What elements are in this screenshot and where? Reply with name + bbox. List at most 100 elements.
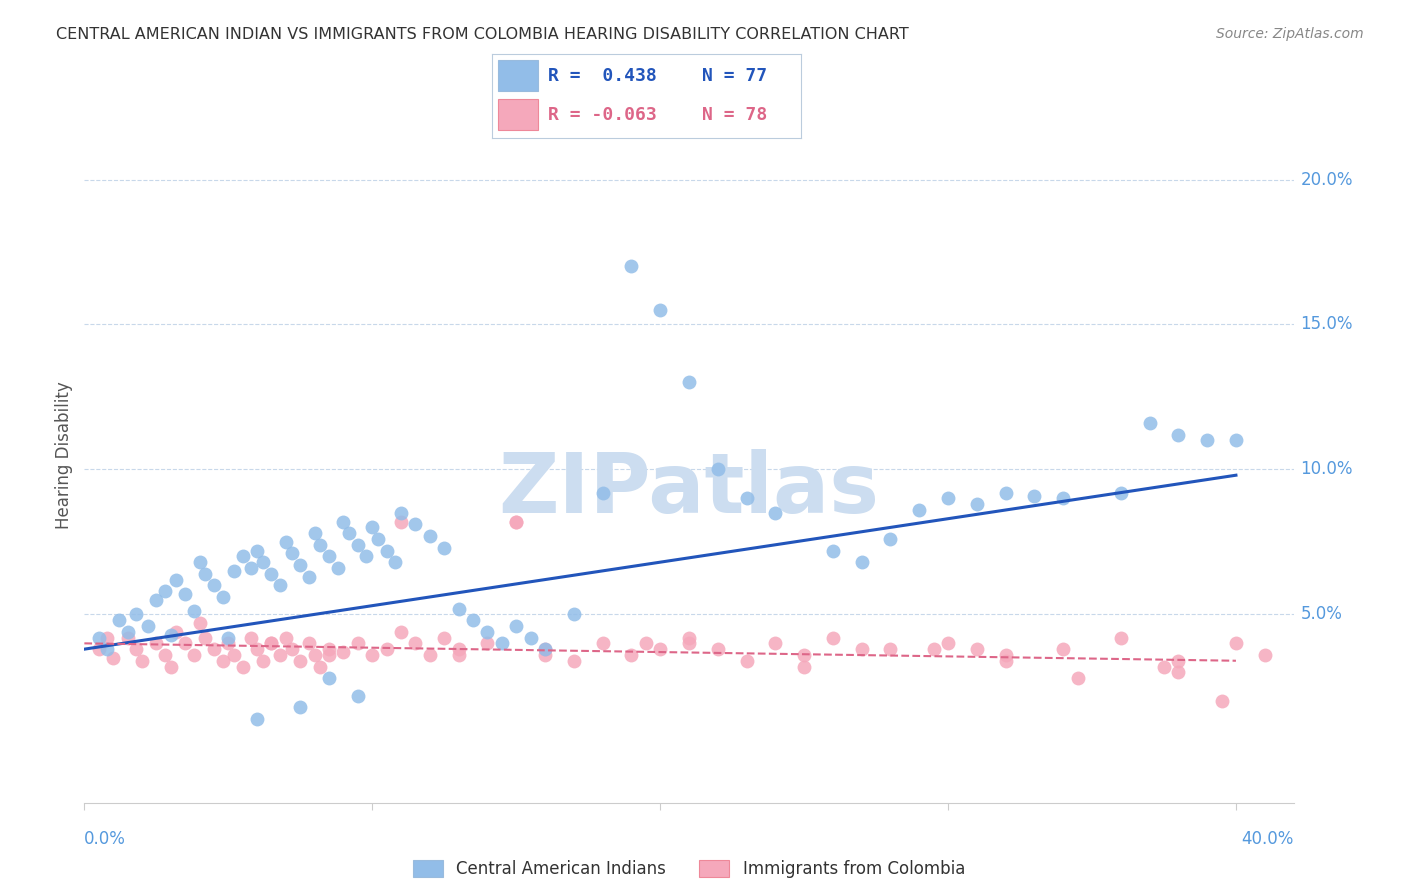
Point [101, 651, 124, 665]
Point [592, 485, 614, 500]
Point [650, 303, 672, 318]
Point [793, 659, 815, 673]
Point [419, 648, 441, 662]
Point [332, 515, 354, 529]
Point [309, 538, 332, 552]
Point [188, 555, 211, 569]
Point [274, 534, 297, 549]
Point [851, 555, 873, 569]
Point [793, 648, 815, 662]
Text: N = 78: N = 78 [703, 105, 768, 123]
Text: 5.0%: 5.0% [1301, 606, 1343, 624]
Point [159, 628, 181, 642]
Point [534, 642, 557, 657]
Point [419, 529, 441, 543]
Point [222, 648, 245, 662]
Point [966, 642, 988, 657]
Point [634, 636, 657, 650]
Point [447, 648, 470, 662]
Point [87, 631, 110, 645]
Text: R = -0.063: R = -0.063 [548, 105, 657, 123]
Point [246, 712, 269, 726]
Point [96, 642, 118, 657]
Point [505, 515, 527, 529]
Point [461, 613, 484, 627]
Point [908, 503, 931, 517]
Point [274, 631, 297, 645]
Point [217, 631, 239, 645]
Point [304, 648, 326, 662]
Point [1167, 654, 1189, 668]
Point [153, 584, 176, 599]
Point [260, 566, 283, 581]
Point [194, 566, 217, 581]
Point [477, 624, 499, 639]
Bar [498, 99, 538, 130]
Text: 40.0%: 40.0% [1241, 830, 1294, 847]
Point [145, 592, 167, 607]
Point [232, 549, 254, 564]
Point [318, 549, 340, 564]
Point [136, 619, 159, 633]
Point [936, 636, 959, 650]
Point [222, 564, 245, 578]
Point [433, 631, 456, 645]
Point [477, 636, 499, 650]
Point [356, 549, 378, 564]
Point [290, 558, 312, 573]
Point [534, 648, 557, 662]
Point [1052, 491, 1074, 506]
Point [1139, 416, 1161, 430]
Point [108, 613, 131, 627]
Text: 10.0%: 10.0% [1301, 460, 1353, 478]
Point [404, 517, 426, 532]
Point [1254, 648, 1277, 662]
Text: ZIPatlas: ZIPatlas [499, 450, 879, 530]
Point [166, 573, 188, 587]
Point [922, 642, 945, 657]
Point [821, 543, 844, 558]
Y-axis label: Hearing Disability: Hearing Disability [55, 381, 73, 529]
Text: 0.0%: 0.0% [84, 830, 127, 847]
Point [851, 642, 873, 657]
Point [1066, 671, 1088, 685]
Point [384, 555, 406, 569]
Text: Source: ZipAtlas.com: Source: ZipAtlas.com [1216, 27, 1364, 41]
Point [188, 615, 211, 630]
Point [375, 543, 398, 558]
Point [678, 376, 700, 390]
Point [389, 515, 412, 529]
Point [994, 485, 1017, 500]
Point [318, 671, 340, 685]
Text: N = 77: N = 77 [703, 67, 768, 85]
Point [347, 636, 370, 650]
Point [125, 642, 148, 657]
Point [211, 590, 233, 604]
Point [1109, 485, 1132, 500]
Point [534, 642, 557, 657]
Point [1153, 659, 1175, 673]
Point [166, 624, 188, 639]
Point [562, 654, 585, 668]
Point [96, 631, 118, 645]
Point [389, 506, 412, 520]
Point [202, 642, 225, 657]
Point [337, 526, 360, 541]
Point [131, 654, 153, 668]
Point [298, 636, 321, 650]
Point [117, 624, 139, 639]
Point [491, 636, 513, 650]
Point [326, 561, 349, 575]
Point [159, 659, 181, 673]
Point [1167, 427, 1189, 442]
Point [183, 648, 205, 662]
Point [404, 636, 426, 650]
Point [269, 578, 291, 592]
Point [174, 636, 197, 650]
Point [117, 631, 139, 645]
Point [1167, 665, 1189, 680]
Point [318, 642, 340, 657]
Point [505, 619, 527, 633]
Point [936, 491, 959, 506]
Point [240, 561, 263, 575]
